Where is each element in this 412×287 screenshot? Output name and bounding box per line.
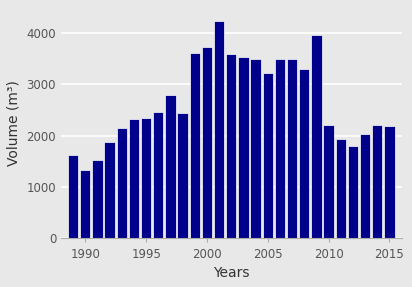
Bar — [287, 59, 297, 238]
Bar — [360, 134, 370, 238]
Bar — [68, 155, 78, 238]
Bar — [348, 146, 358, 238]
Bar — [336, 139, 346, 238]
Bar — [214, 21, 224, 238]
Bar — [226, 54, 236, 238]
Bar — [275, 59, 285, 238]
Bar — [384, 126, 395, 238]
Bar — [323, 125, 334, 238]
Bar — [165, 95, 176, 238]
Bar — [262, 73, 273, 238]
Bar — [80, 170, 91, 238]
Bar — [141, 118, 151, 238]
Y-axis label: Volume (m³): Volume (m³) — [7, 80, 21, 166]
Bar — [117, 128, 127, 238]
Bar — [311, 35, 322, 238]
X-axis label: Years: Years — [213, 266, 250, 280]
Bar — [129, 119, 139, 238]
Bar — [202, 47, 212, 238]
Bar — [105, 142, 115, 238]
Bar — [372, 125, 382, 238]
Bar — [92, 160, 103, 238]
Bar — [238, 57, 248, 238]
Bar — [250, 59, 261, 238]
Bar — [153, 112, 164, 238]
Bar — [178, 113, 188, 238]
Bar — [299, 69, 309, 238]
Bar — [190, 53, 200, 238]
